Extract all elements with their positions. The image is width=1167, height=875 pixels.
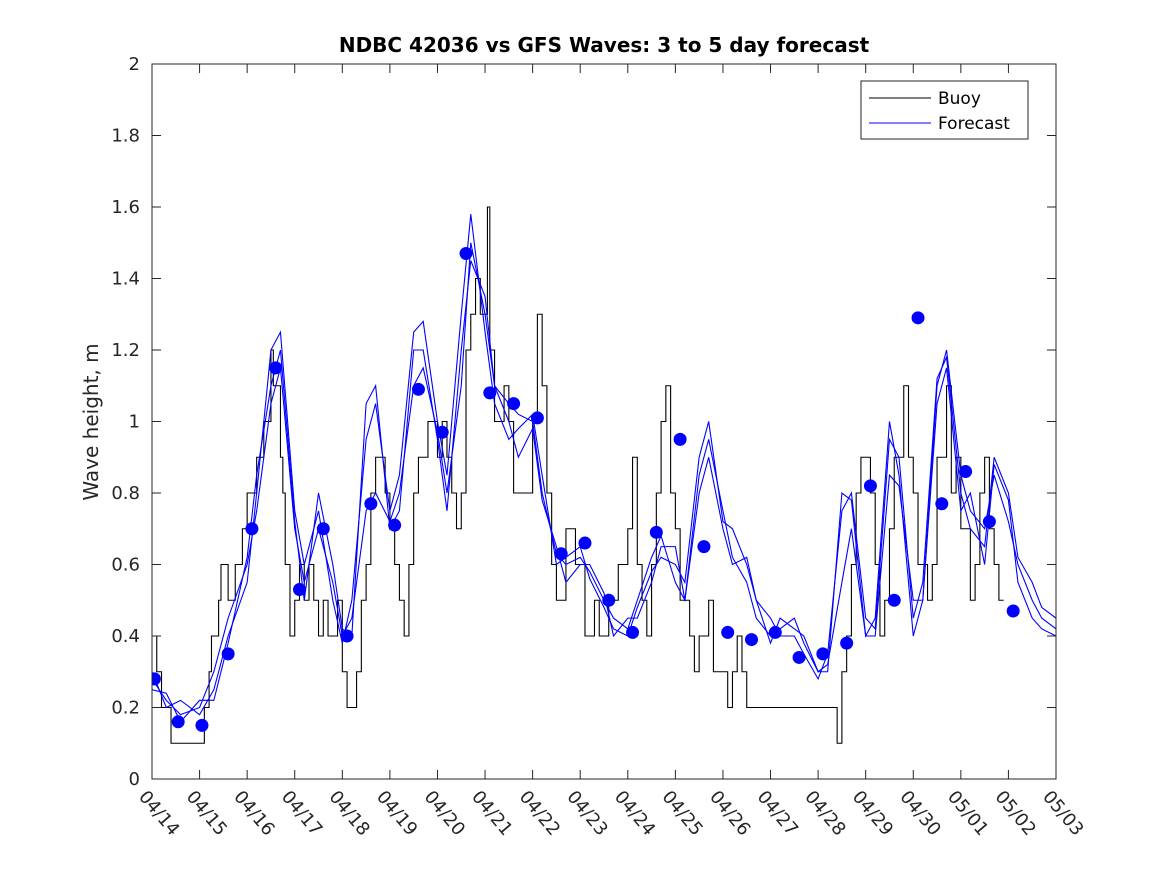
forecast-series-line-2 [152,214,1056,716]
forecast-point [959,465,973,479]
legend-box [860,80,1029,140]
forecast-point [816,647,830,661]
legend: Buoy Forecast [860,80,1029,140]
forecast-point [887,593,901,607]
y-tick-label: 1.4 [111,269,140,290]
forecast-point [435,425,449,439]
y-tick-label: 1.8 [111,126,140,147]
y-tick-label: 0 [129,769,140,790]
forecast-point [195,718,209,732]
forecast-point [982,515,996,529]
plot-area [152,206,1056,744]
y-tick-label: 0.6 [111,555,140,576]
y-tick-label: 0.8 [111,483,140,504]
y-tick-label: 0.4 [111,626,140,647]
y-tick-label: 1.2 [111,340,140,361]
forecast-point [292,583,306,597]
y-tick-label: 2 [129,54,140,75]
y-tick-label: 1.6 [111,197,140,218]
forecast-point [530,411,544,425]
forecast-point [768,625,782,639]
forecast-point [935,497,949,511]
forecast-point [554,547,568,561]
chart-title: NDBC 42036 vs GFS Waves: 3 to 5 day fore… [339,33,870,57]
legend-label-1: Buoy [938,89,981,109]
forecast-point [171,715,185,729]
forecast-point [1006,604,1020,618]
forecast-point [411,382,425,396]
forecast-point [221,647,235,661]
forecast-point [911,311,925,325]
y-axis-label: Wave height, m [79,343,103,500]
forecast-point [721,625,735,639]
forecast-point [578,536,592,550]
forecast-point [507,397,521,411]
forecast-point [364,497,378,511]
y-tick-label: 0.2 [111,698,140,719]
forecast-point [340,629,354,643]
forecast-point [388,518,402,532]
forecast-point [863,479,877,493]
forecast-point [673,432,687,446]
legend-label-2: Forecast [938,114,1010,134]
forecast-point [245,522,259,536]
buoy-series-line [152,206,1004,744]
forecast-point [697,540,711,554]
forecast-point [792,650,806,664]
series-group [152,206,1056,744]
forecast-point [626,625,640,639]
forecast-point [840,636,854,650]
forecast-point [744,633,758,647]
forecast-point [649,525,663,539]
forecast-point [459,246,473,260]
y-tick-label: 1 [129,412,140,433]
forecast-point [483,386,497,400]
forecast-point [269,361,283,375]
forecast-point [316,522,330,536]
forecast-series-line-3 [152,260,1056,723]
forecast-point [602,593,616,607]
forecast-point [152,672,161,686]
